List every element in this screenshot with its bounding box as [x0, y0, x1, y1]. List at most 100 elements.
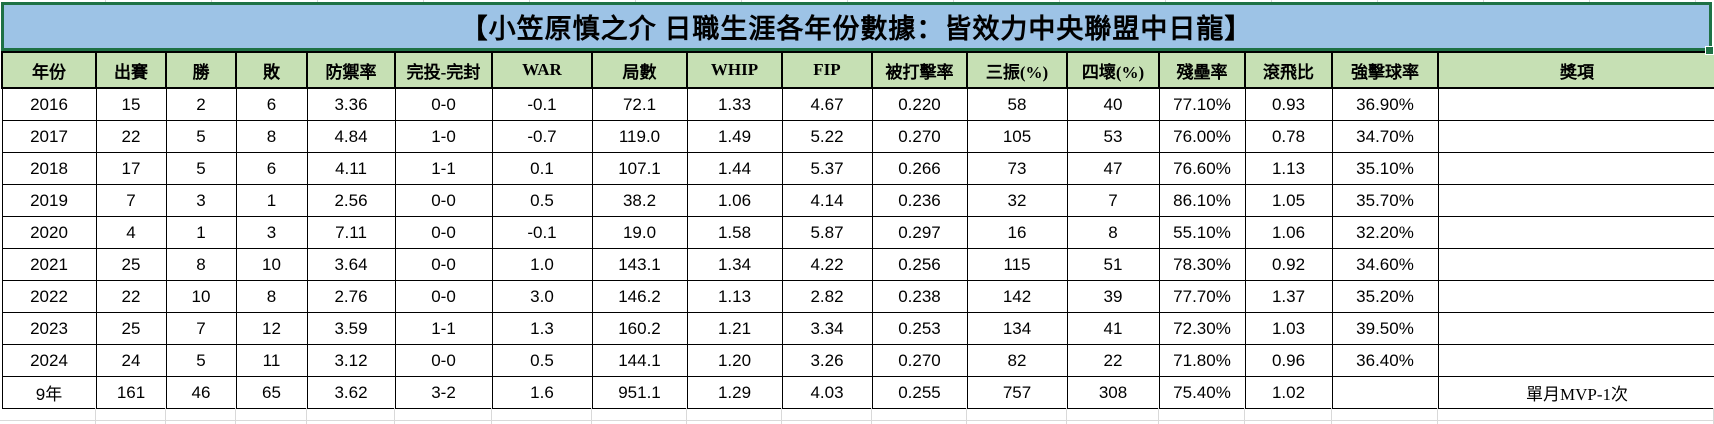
table-cell[interactable]: 3.34: [781, 312, 873, 345]
table-cell[interactable]: 6: [235, 87, 308, 121]
table-cell[interactable]: 36.40%: [1331, 344, 1439, 377]
table-cell[interactable]: 144.1: [591, 344, 688, 377]
table-cell[interactable]: 35.70%: [1331, 184, 1439, 217]
table-cell[interactable]: 47: [1066, 152, 1160, 185]
table-cell[interactable]: 8: [235, 280, 308, 313]
table-cell[interactable]: 0.96: [1244, 344, 1333, 377]
table-cell[interactable]: 7: [1066, 184, 1160, 217]
table-cell[interactable]: 134: [966, 312, 1068, 345]
table-cell[interactable]: 5.87: [781, 216, 873, 249]
table-cell[interactable]: 3.26: [781, 344, 873, 377]
table-cell[interactable]: 1.03: [1244, 312, 1333, 345]
table-cell[interactable]: 1.0: [491, 248, 593, 281]
table-cell[interactable]: [1331, 376, 1439, 409]
table-cell[interactable]: 32: [966, 184, 1068, 217]
table-cell[interactable]: 3: [165, 184, 237, 217]
table-cell[interactable]: 10: [235, 248, 308, 281]
table-cell[interactable]: 17: [95, 152, 167, 185]
table-cell[interactable]: 1.29: [686, 376, 783, 409]
table-cell[interactable]: 142: [966, 280, 1068, 313]
table-cell[interactable]: 16: [966, 216, 1068, 249]
table-cell[interactable]: 0-0: [394, 184, 493, 217]
column-header[interactable]: 四壞(%): [1066, 51, 1160, 89]
table-cell[interactable]: 2.82: [781, 280, 873, 313]
table-cell[interactable]: [1437, 312, 1714, 345]
column-header[interactable]: 敗: [235, 51, 308, 89]
table-cell[interactable]: -0.1: [491, 216, 593, 249]
table-cell[interactable]: [1437, 248, 1714, 281]
table-cell[interactable]: 1.6: [491, 376, 593, 409]
table-cell[interactable]: 0.255: [871, 376, 968, 409]
table-cell[interactable]: 0.78: [1244, 120, 1333, 153]
table-cell[interactable]: 4.22: [781, 248, 873, 281]
column-header[interactable]: WHIP: [686, 51, 783, 89]
table-cell[interactable]: 4.14: [781, 184, 873, 217]
table-cell[interactable]: 4.67: [781, 87, 873, 121]
table-cell[interactable]: 1: [165, 216, 237, 249]
table-cell[interactable]: 1.58: [686, 216, 783, 249]
table-cell[interactable]: 8: [1066, 216, 1160, 249]
column-header[interactable]: 強擊球率: [1331, 51, 1439, 89]
table-cell[interactable]: 1.21: [686, 312, 783, 345]
table-cell[interactable]: 1.20: [686, 344, 783, 377]
table-cell[interactable]: 65: [235, 376, 308, 409]
table-cell[interactable]: 6: [235, 152, 308, 185]
table-cell[interactable]: 7.11: [306, 216, 396, 249]
table-cell[interactable]: 4: [95, 216, 167, 249]
table-cell[interactable]: 7: [165, 312, 237, 345]
table-cell[interactable]: 0.5: [491, 344, 593, 377]
table-cell[interactable]: 4.84: [306, 120, 396, 153]
table-cell[interactable]: 2: [165, 87, 237, 121]
table-cell[interactable]: 5: [165, 344, 237, 377]
table-cell[interactable]: 160.2: [591, 312, 688, 345]
table-cell[interactable]: 22: [95, 280, 167, 313]
table-cell[interactable]: 8: [165, 248, 237, 281]
table-cell[interactable]: 34.70%: [1331, 120, 1439, 153]
table-cell[interactable]: 0.297: [871, 216, 968, 249]
table-cell[interactable]: 2023: [1, 312, 97, 345]
column-header[interactable]: 局數: [591, 51, 688, 89]
table-cell[interactable]: 1.37: [1244, 280, 1333, 313]
table-cell[interactable]: 5: [165, 120, 237, 153]
table-cell[interactable]: 25: [95, 312, 167, 345]
table-cell[interactable]: 71.80%: [1158, 344, 1246, 377]
table-cell[interactable]: 3.36: [306, 87, 396, 121]
table-cell[interactable]: 24: [95, 344, 167, 377]
table-cell[interactable]: 1-1: [394, 312, 493, 345]
table-cell[interactable]: 2019: [1, 184, 97, 217]
table-cell[interactable]: 22: [95, 120, 167, 153]
table-cell[interactable]: 25: [95, 248, 167, 281]
table-cell[interactable]: 0.93: [1244, 87, 1333, 121]
table-cell[interactable]: 5.37: [781, 152, 873, 185]
table-cell[interactable]: 1.06: [686, 184, 783, 217]
table-cell[interactable]: 146.2: [591, 280, 688, 313]
table-cell[interactable]: 0-0: [394, 248, 493, 281]
table-cell[interactable]: 0-0: [394, 216, 493, 249]
table-cell[interactable]: 0.236: [871, 184, 968, 217]
table-cell[interactable]: 0-0: [394, 344, 493, 377]
table-cell[interactable]: 2021: [1, 248, 97, 281]
table-cell[interactable]: -0.1: [491, 87, 593, 121]
table-cell[interactable]: 3.64: [306, 248, 396, 281]
table-cell[interactable]: 2022: [1, 280, 97, 313]
table-cell[interactable]: 1.44: [686, 152, 783, 185]
table-cell[interactable]: 3: [235, 216, 308, 249]
table-cell[interactable]: 1: [235, 184, 308, 217]
table-cell[interactable]: 22: [1066, 344, 1160, 377]
table-cell[interactable]: 5: [165, 152, 237, 185]
table-cell[interactable]: 51: [1066, 248, 1160, 281]
table-cell[interactable]: 0.92: [1244, 248, 1333, 281]
table-cell[interactable]: 0.270: [871, 120, 968, 153]
table-cell[interactable]: 77.10%: [1158, 87, 1246, 121]
table-cell[interactable]: 7: [95, 184, 167, 217]
table-cell[interactable]: 39.50%: [1331, 312, 1439, 345]
table-cell[interactable]: 4.11: [306, 152, 396, 185]
table-cell[interactable]: 39: [1066, 280, 1160, 313]
table-cell[interactable]: 161: [95, 376, 167, 409]
table-cell[interactable]: 46: [165, 376, 237, 409]
table-cell[interactable]: [1437, 87, 1714, 121]
table-cell[interactable]: [1437, 152, 1714, 185]
table-cell[interactable]: 0.270: [871, 344, 968, 377]
table-cell[interactable]: 9年: [1, 376, 97, 409]
table-cell[interactable]: 32.20%: [1331, 216, 1439, 249]
